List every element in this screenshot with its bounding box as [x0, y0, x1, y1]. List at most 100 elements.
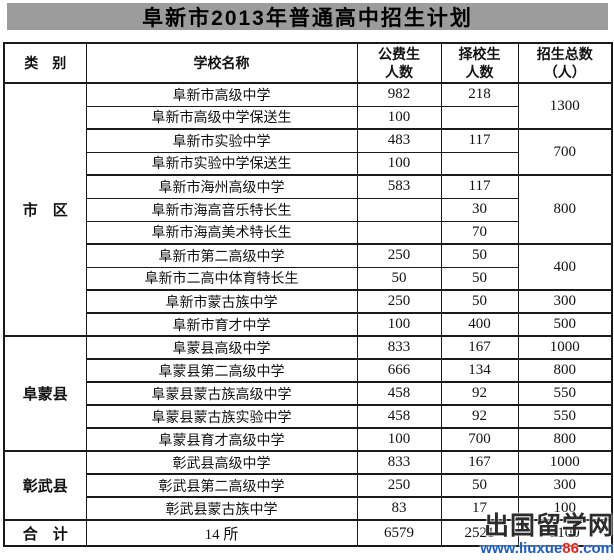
choice-count-cell	[440, 105, 519, 130]
total-count-cell: 700	[517, 128, 613, 176]
total-count-cell: 550	[517, 381, 613, 406]
public-count-cell: 458	[356, 381, 442, 406]
school-name-cell: 彰武县高级中学	[85, 450, 358, 475]
choice-count-cell: 92	[440, 381, 519, 406]
total-count-cell: 1000	[517, 335, 613, 360]
header-row: 类 别 学校名称 公费生 人数 择校生 人数 招生总数 （人）	[3, 42, 613, 84]
public-count-cell: 83	[356, 496, 442, 521]
choice-grand-total-cell: 2521	[440, 519, 519, 547]
school-name-cell: 阜新市海高美术特长生	[85, 220, 358, 245]
choice-count-cell: 400	[440, 312, 519, 337]
school-count-cell: 14 所	[85, 519, 358, 547]
school-name-cell: 阜新市海高音乐特长生	[85, 197, 358, 222]
table-row: 彰武县第二高级中学 250 50 300	[4, 473, 613, 498]
header-total-line1: 招生总数	[536, 45, 593, 62]
total-count-cell: 1000	[517, 450, 613, 475]
choice-count-cell: 50	[440, 243, 519, 268]
table-row: 阜新市实验中学 483 117 700	[4, 128, 613, 176]
public-count-cell: 100	[356, 427, 442, 452]
table-row: 彰武县 彰武县高级中学 833 167 1000	[3, 450, 613, 521]
choice-count-cell	[440, 151, 519, 176]
table-row: 阜新市高级中学保送生 100	[4, 105, 612, 130]
public-count-cell: 982	[356, 82, 442, 107]
table-row: 阜蒙县蒙古族高级中学 458 92 550	[4, 381, 613, 406]
school-name-cell: 阜新市蒙古族中学	[85, 289, 358, 314]
school-name-cell: 阜蒙县蒙古族高级中学	[85, 381, 358, 406]
total-count-cell: 550	[517, 404, 613, 429]
public-count-cell: 100	[356, 151, 442, 176]
school-name-cell: 阜新市育才中学	[85, 312, 358, 337]
public-grand-total-cell: 6579	[356, 519, 442, 547]
public-count-cell: 100	[356, 312, 442, 337]
table-row: 阜新市海州高级中学 583 117 800	[4, 174, 613, 245]
choice-count-cell: 17	[440, 496, 519, 521]
page-title: 阜新市2013年普通高中招生计划	[7, 3, 608, 30]
choice-count-cell: 117	[440, 174, 519, 199]
public-count-cell	[356, 220, 442, 245]
choice-count-cell: 167	[440, 335, 519, 360]
public-count-cell: 833	[356, 335, 442, 360]
school-name-cell: 彰武县蒙古族中学	[85, 496, 358, 521]
total-count-cell: 800	[517, 427, 613, 452]
total-count-cell: 300	[517, 289, 613, 314]
school-name-cell: 阜蒙县高级中学	[85, 335, 358, 360]
header-total-line2: （人）	[543, 64, 586, 80]
header-school-name: 学校名称	[85, 42, 358, 84]
choice-count-cell: 92	[440, 404, 519, 429]
total-count-cell: 800	[517, 174, 613, 245]
header-public-students: 公费生 人数	[356, 42, 442, 84]
header-choice-students: 择校生 人数	[440, 42, 519, 84]
choice-count-cell: 117	[440, 128, 519, 153]
total-count-cell: 800	[517, 358, 613, 383]
header-total-enrollment: 招生总数 （人）	[517, 42, 613, 84]
table-row: 阜新市蒙古族中学 250 50 300	[4, 289, 613, 314]
public-count-cell: 250	[356, 243, 442, 268]
category-cell-city: 市 区	[3, 82, 87, 337]
public-count-cell: 250	[356, 473, 442, 498]
table-row: 阜蒙县育才高级中学 100 700 800	[4, 427, 613, 452]
school-name-cell: 阜新市高级中学保送生	[85, 105, 358, 130]
choice-count-cell: 134	[440, 358, 519, 383]
table-row: 阜新市二高中体育特长生 50 50	[4, 266, 612, 291]
choice-count-cell: 167	[440, 450, 519, 475]
table-row: 阜新市实验中学保送生 100	[4, 151, 612, 176]
public-count-cell: 833	[356, 450, 442, 475]
choice-count-cell: 30	[440, 197, 519, 222]
public-count-cell: 250	[356, 289, 442, 314]
public-count-cell: 666	[356, 358, 442, 383]
category-cell-fumeng-county: 阜蒙县	[3, 335, 87, 452]
table-row: 阜蒙县 阜蒙县高级中学 833 167 1000	[3, 335, 613, 452]
school-name-cell: 阜蒙县育才高级中学	[85, 427, 358, 452]
table-row: 阜新市第二高级中学 250 50 400	[4, 243, 613, 291]
total-count-cell: 1300	[517, 82, 613, 130]
choice-count-cell: 700	[440, 427, 519, 452]
table-row: 阜蒙县蒙古族实验中学 458 92 550	[4, 404, 613, 429]
public-count-cell: 50	[356, 266, 442, 291]
school-name-cell: 阜新市二高中体育特长生	[85, 266, 358, 291]
public-count-cell	[356, 197, 442, 222]
total-count-cell: 500	[517, 312, 613, 337]
total-row: 合 计 14 所 6579 2521 9100	[3, 519, 613, 547]
choice-count-cell: 50	[440, 289, 519, 314]
header-choice-line1: 择校生	[458, 45, 501, 62]
school-name-cell: 阜新市实验中学保送生	[85, 151, 358, 176]
category-cell-zhangwu-county: 彰武县	[3, 450, 87, 521]
enrollment-plan-table: 类 别 学校名称 公费生 人数 择校生 人数 招生总数 （人） 市 区 阜新市高级中学…	[3, 42, 613, 547]
public-count-cell: 100	[356, 105, 442, 130]
school-name-cell: 阜新市高级中学	[85, 82, 358, 107]
public-count-cell: 483	[356, 128, 442, 153]
choice-count-cell: 50	[440, 266, 519, 291]
header-public-line2: 人数	[385, 64, 413, 80]
choice-count-cell: 50	[440, 473, 519, 498]
school-name-cell: 阜新市实验中学	[85, 128, 358, 153]
school-name-cell: 阜新市第二高级中学	[85, 243, 358, 268]
school-name-cell: 阜蒙县第二高级中学	[85, 358, 358, 383]
table-row: 彰武县蒙古族中学 83 17 100	[4, 496, 613, 521]
total-count-cell: 300	[517, 473, 613, 498]
table-row: 阜蒙县第二高级中学 666 134 800	[4, 358, 613, 383]
header-category: 类 别	[3, 42, 87, 84]
public-count-cell: 583	[356, 174, 442, 199]
choice-count-cell: 218	[440, 82, 519, 107]
table-row: 市 区 阜新市高级中学 982 218 1300	[3, 82, 613, 337]
